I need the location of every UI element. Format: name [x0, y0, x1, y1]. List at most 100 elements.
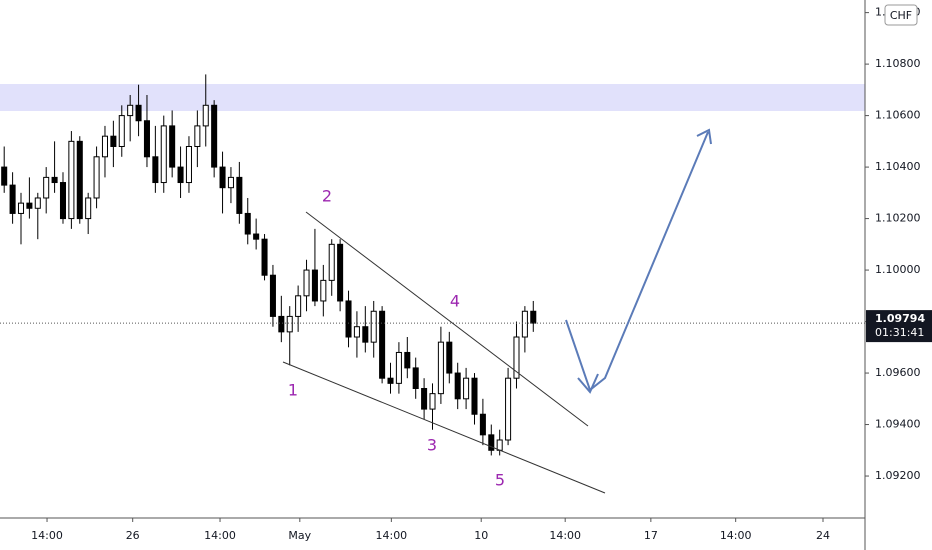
- y-tick-label: 1.09200: [875, 469, 921, 482]
- candle-body: [43, 176, 50, 199]
- candle-body: [17, 202, 25, 214]
- candle-body: [244, 212, 251, 235]
- candle-body: [278, 315, 285, 333]
- x-tick-label: 14:00: [549, 529, 581, 542]
- candle-body: [295, 295, 302, 317]
- plot-area: [0, 74, 865, 456]
- candle-body: [387, 377, 394, 384]
- resistance-zone: [0, 84, 865, 111]
- candle-body: [471, 377, 478, 415]
- projection-arrow: [565, 131, 709, 392]
- wave-label: 2: [322, 187, 332, 206]
- candle-body: [513, 336, 520, 379]
- y-tick-label: 1.10800: [875, 57, 921, 70]
- candle-body: [337, 243, 344, 302]
- candle-body: [160, 125, 167, 184]
- candle-body: [463, 377, 470, 400]
- last-price-label: 1.09794: [875, 312, 925, 325]
- wave-label: 3: [427, 436, 437, 455]
- candle-body: [505, 377, 512, 441]
- y-tick-label: 1.10000: [875, 263, 921, 276]
- candle-body: [194, 125, 201, 147]
- candle-body: [395, 351, 402, 384]
- candle-body: [127, 104, 134, 117]
- wave-label: 4: [450, 292, 460, 311]
- currency-label: CHF: [890, 9, 912, 22]
- x-tick-label: May: [288, 529, 311, 542]
- y-tick-label: 1.10600: [875, 109, 921, 122]
- candle-body: [446, 341, 453, 374]
- candle-body: [9, 184, 16, 214]
- candle-body: [362, 326, 369, 343]
- x-tick-label: 14:00: [720, 529, 752, 542]
- candle-body: [51, 176, 58, 184]
- candle-body: [211, 104, 218, 168]
- candle-body: [101, 135, 108, 158]
- candle-body: [143, 120, 150, 158]
- y-tick-label: 1.09600: [875, 366, 921, 379]
- candle-body: [421, 388, 428, 410]
- candle-body: [227, 176, 234, 189]
- wedge-lower-line: [282, 361, 606, 494]
- y-tick-label: 1.09400: [875, 418, 921, 431]
- candle-body: [530, 310, 537, 324]
- y-tick-label: 1.10400: [875, 160, 921, 173]
- arrow-head: [696, 128, 712, 145]
- candle-body: [34, 197, 41, 209]
- candle-body: [379, 310, 386, 379]
- candle-body: [496, 439, 503, 451]
- wedge-upper-line: [305, 211, 589, 427]
- axes: 1.092001.094001.096001.098001.100001.102…: [31, 6, 932, 542]
- candle-body: [412, 367, 419, 389]
- candle-body: [152, 156, 159, 184]
- candle-body: [311, 269, 318, 302]
- candle-body: [286, 315, 293, 333]
- candle-body: [328, 243, 335, 281]
- candle-body: [320, 279, 327, 302]
- candle-body: [1, 166, 8, 186]
- wave-label: 1: [288, 381, 298, 400]
- x-tick-label: 24: [816, 529, 830, 542]
- candle-body: [269, 274, 276, 317]
- candle-body: [370, 310, 377, 343]
- x-tick-label: 10: [474, 529, 488, 542]
- candle-body: [345, 300, 352, 338]
- candle-body: [185, 145, 192, 184]
- x-tick-label: 26: [126, 529, 140, 542]
- candle-body: [169, 125, 176, 168]
- candle-body: [253, 233, 260, 240]
- arrow-head: [577, 373, 599, 394]
- candle-body: [68, 140, 75, 220]
- wave-label: 5: [495, 471, 505, 490]
- candle-body: [110, 135, 117, 147]
- x-tick-label: 17: [644, 529, 658, 542]
- candle-body: [404, 351, 411, 369]
- candle-body: [488, 434, 495, 451]
- candle-body: [261, 238, 268, 276]
- last-price-box: [866, 310, 932, 343]
- candle-body: [85, 197, 92, 220]
- candle-body: [177, 166, 184, 184]
- x-tick-label: 14:00: [31, 529, 63, 542]
- candle-body: [437, 341, 444, 395]
- candle-body: [135, 104, 142, 122]
- candle-body: [118, 115, 125, 147]
- candle-body: [236, 176, 243, 214]
- candle-body: [59, 182, 67, 220]
- candle-body: [219, 166, 226, 189]
- candle-body: [76, 140, 83, 220]
- countdown-label: 01:31:41: [875, 326, 924, 339]
- candle-body: [353, 326, 360, 338]
- candle-body: [479, 413, 486, 436]
- candle-body: [454, 372, 461, 400]
- x-tick-label: 14:00: [375, 529, 407, 542]
- candle-body: [93, 156, 100, 199]
- x-tick-label: 14:00: [204, 529, 236, 542]
- currency-badge[interactable]: [884, 4, 918, 26]
- y-tick-label: 1.10200: [875, 212, 921, 225]
- candle-body: [303, 269, 310, 297]
- candle-body: [202, 104, 209, 127]
- candle-body: [521, 310, 528, 338]
